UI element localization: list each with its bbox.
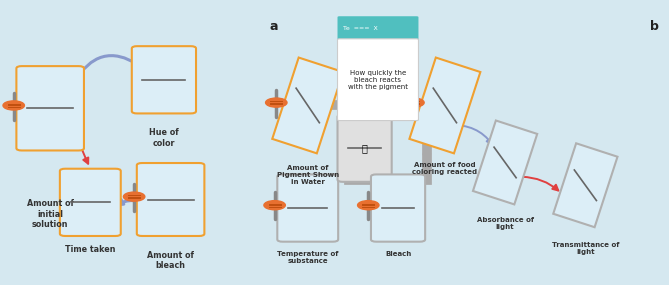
Text: b: b [650, 20, 659, 33]
Text: 👤: 👤 [362, 143, 367, 153]
Text: Amount of
Pigment Shown
in Water: Amount of Pigment Shown in Water [277, 165, 339, 185]
Text: Hue of
color: Hue of color [149, 128, 179, 148]
Circle shape [123, 192, 145, 201]
Text: Amount of food
coloring reacted: Amount of food coloring reacted [412, 162, 478, 176]
Polygon shape [473, 121, 537, 204]
FancyBboxPatch shape [136, 163, 205, 236]
Text: Transmittance of
light: Transmittance of light [552, 242, 619, 255]
FancyBboxPatch shape [371, 174, 425, 242]
FancyBboxPatch shape [16, 66, 84, 150]
FancyBboxPatch shape [338, 115, 392, 182]
FancyArrowPatch shape [318, 172, 346, 192]
FancyBboxPatch shape [337, 16, 419, 40]
FancyBboxPatch shape [278, 174, 339, 242]
FancyBboxPatch shape [60, 169, 120, 236]
Text: How quickly the
bleach reacts
with the pigment: How quickly the bleach reacts with the p… [348, 70, 408, 90]
FancyArrowPatch shape [118, 200, 151, 207]
Text: Temperature of
substance: Temperature of substance [277, 251, 339, 264]
Polygon shape [553, 143, 617, 227]
Text: Te  ===  X: Te === X [343, 26, 377, 31]
Text: a: a [269, 20, 278, 33]
Text: Amount of
bleach: Amount of bleach [147, 251, 194, 270]
FancyArrowPatch shape [522, 177, 558, 190]
Text: Absorbance of
light: Absorbance of light [476, 217, 534, 230]
FancyArrowPatch shape [74, 56, 138, 83]
FancyBboxPatch shape [337, 39, 419, 121]
Text: Time taken: Time taken [65, 245, 116, 254]
Circle shape [403, 98, 424, 107]
Circle shape [266, 98, 287, 107]
FancyBboxPatch shape [132, 46, 196, 113]
Circle shape [264, 201, 286, 210]
Text: Bleach: Bleach [385, 251, 411, 257]
Polygon shape [409, 58, 480, 153]
Circle shape [3, 101, 24, 110]
Text: Amount of
initial
solution: Amount of initial solution [27, 200, 74, 229]
FancyArrowPatch shape [450, 125, 492, 144]
FancyArrowPatch shape [376, 176, 387, 194]
Polygon shape [272, 58, 343, 153]
FancyArrowPatch shape [71, 117, 88, 164]
Circle shape [357, 201, 379, 210]
